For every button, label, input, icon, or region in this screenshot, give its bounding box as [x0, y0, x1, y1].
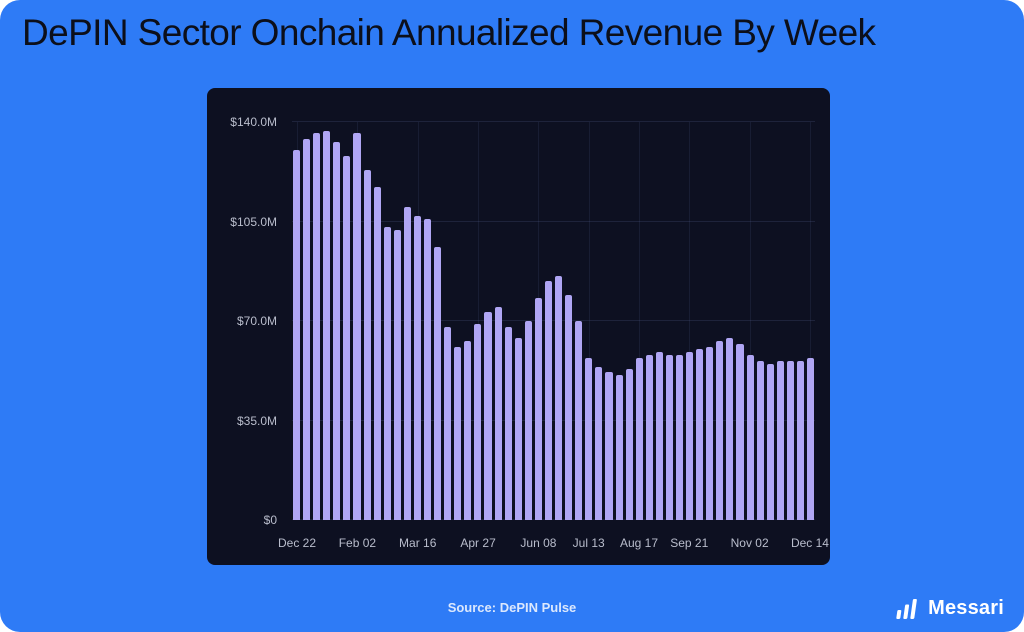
bar [766, 363, 774, 520]
vertical-gridline [749, 122, 751, 520]
messari-logo-icon [896, 598, 917, 619]
bar [293, 150, 301, 520]
bar [454, 346, 462, 520]
bar [313, 133, 321, 520]
bar [353, 133, 361, 520]
horizontal-gridline [292, 519, 815, 520]
bar [625, 369, 633, 520]
x-tick-label: Apr 27 [460, 536, 496, 550]
bar [665, 355, 673, 520]
bar [303, 139, 311, 520]
x-axis: Dec 22 Feb 02 Mar 16 Apr 27 Jun 08 Jul 13 Aug … [278, 536, 829, 552]
bar [645, 355, 653, 520]
chart-panel: $0 $35.0M $70.0M $105.0M $140.0M Dec 22 Feb 0… [207, 88, 830, 565]
bar [474, 323, 482, 520]
messari-wordmark: Messari [928, 597, 1004, 619]
bar [504, 326, 512, 520]
bar [403, 207, 411, 520]
x-tick-label: Mar 16 [399, 536, 437, 550]
bar [373, 187, 381, 520]
bar [343, 156, 351, 520]
horizontal-gridline [292, 121, 815, 122]
y-axis: $0 $35.0M $70.0M $105.0M $140.0M [207, 115, 285, 527]
bar [555, 275, 563, 520]
bar [544, 281, 553, 520]
bar [424, 218, 432, 520]
y-tick-label: $0 [263, 513, 277, 527]
x-tick-label: Jun 08 [520, 536, 557, 550]
x-tick-label: Sep 21 [670, 536, 709, 550]
bar [464, 340, 472, 520]
bar [413, 215, 422, 520]
bar [655, 352, 663, 520]
bar [635, 357, 643, 520]
vertical-gridline [638, 122, 640, 520]
bar [595, 366, 603, 520]
vertical-gridline [478, 122, 480, 520]
messari-brand: Messari [896, 597, 1004, 620]
bar [675, 355, 684, 520]
vertical-gridline [588, 122, 590, 520]
bar [796, 360, 804, 520]
bar [575, 321, 583, 520]
y-tick-label: $70.0M [236, 314, 277, 328]
bar [806, 357, 815, 520]
bar [534, 298, 542, 520]
bar [383, 227, 391, 520]
y-tick-label: $105.0M [230, 214, 277, 229]
bar [494, 306, 502, 520]
bar [434, 247, 442, 520]
bar [696, 349, 704, 520]
bar [484, 312, 492, 520]
x-tick-label: Feb 02 [338, 536, 377, 550]
bar [756, 360, 764, 520]
horizontal-gridline [292, 320, 815, 321]
bar [706, 346, 714, 520]
plot-area [292, 121, 815, 520]
bar [323, 130, 331, 520]
bar [514, 338, 522, 520]
x-tick-label: Dec 22 [278, 536, 317, 550]
x-tick-label: Jul 13 [572, 536, 605, 550]
bar [333, 141, 341, 520]
bar [736, 343, 744, 520]
x-tick-label: Aug 17 [619, 536, 659, 550]
bar [726, 338, 734, 520]
x-tick-label: Dec 14 [790, 536, 829, 550]
bar [565, 295, 573, 520]
bar [716, 340, 724, 520]
y-tick-label: $35.0M [236, 413, 277, 428]
y-tick-label: $140.0M [230, 115, 277, 129]
bar [444, 326, 452, 520]
bar [393, 230, 401, 520]
horizontal-gridline [292, 419, 815, 421]
source-label: Source: DePIN Pulse [447, 600, 577, 615]
bar [363, 170, 371, 520]
page-title: DePIN Sector Onchain Annualized Revenue … [22, 12, 876, 53]
vertical-gridline [809, 122, 811, 520]
bar [746, 355, 754, 520]
bars [292, 122, 815, 520]
bar [605, 372, 613, 520]
vertical-gridline [689, 122, 691, 520]
bar [524, 321, 532, 520]
horizontal-gridline [292, 220, 815, 222]
bar [615, 375, 623, 520]
bar [686, 352, 694, 520]
bar [585, 357, 593, 520]
x-tick-label: Nov 02 [730, 536, 769, 550]
bar [786, 360, 794, 520]
bar [776, 360, 784, 520]
